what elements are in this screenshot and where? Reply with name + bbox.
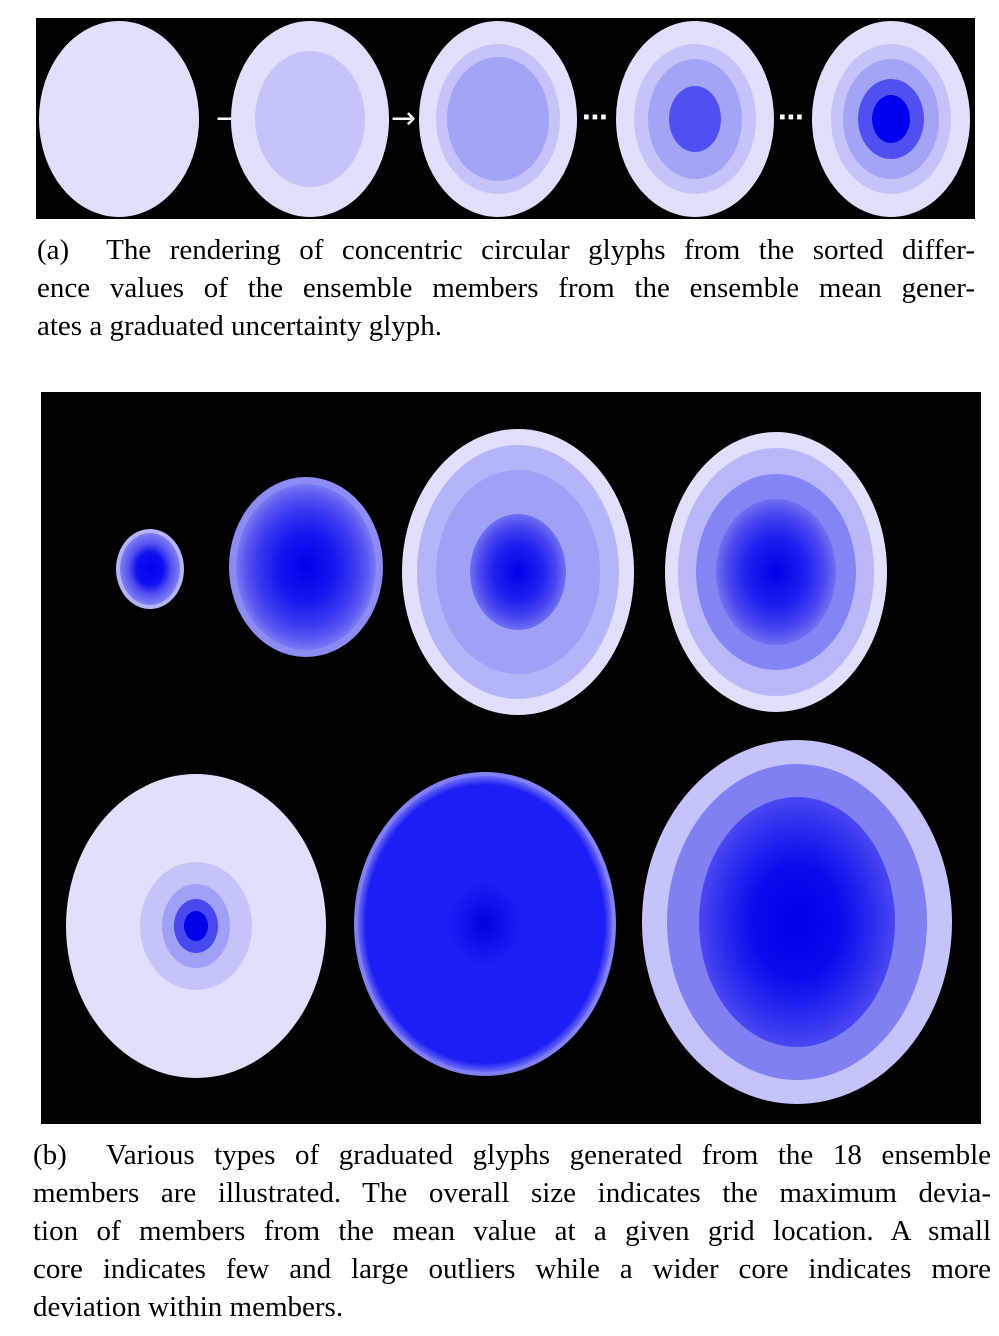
glyph-types-panel: [41, 392, 981, 1124]
glyph-layered: [402, 429, 634, 715]
glyph-types-svg: [66, 429, 952, 1104]
glyph-small: [116, 529, 184, 609]
caption-label: (b): [33, 1139, 67, 1171]
glyph-step-3: [419, 21, 577, 217]
glyph-full-core: [354, 772, 616, 1076]
glyph-layered-wide-core: [665, 432, 887, 712]
caption-line: core indicates few and large outliers wh…: [33, 1253, 991, 1285]
caption-line: members are illustrated. The overall siz…: [33, 1177, 991, 1209]
glyph-step-2: [231, 21, 389, 217]
glyph-small-core-outliers: [66, 774, 326, 1078]
glyph-step-5: [812, 21, 970, 217]
glyph-step-1: [39, 21, 199, 217]
caption-line: ates a graduated uncertainty glyph.: [37, 310, 443, 342]
caption-line: ence values of the ensemble members from…: [37, 272, 975, 304]
caption-line: (b) Various types of graduated glyphs ge…: [33, 1139, 991, 1171]
caption-label: (a): [37, 234, 70, 266]
glyph-progression-svg: → → ⋯ ⋯: [39, 21, 970, 217]
figure-a-caption: (a) The rendering of concentric circular…: [37, 231, 975, 345]
arrow-icon: →: [391, 101, 416, 136]
glyph-progression-panel: → → ⋯ ⋯: [36, 18, 975, 219]
caption-line: tion of members from the mean value at a…: [33, 1215, 991, 1247]
ellipsis-icon: ⋯: [582, 103, 608, 133]
ellipsis-icon: ⋯: [778, 103, 804, 133]
caption-line: (a) The rendering of concentric circular…: [37, 234, 975, 266]
glyph-step-4: [616, 21, 774, 217]
glyph-large-wide-core: [642, 740, 952, 1104]
glyph-medium-dark: [229, 477, 383, 657]
figure-b-caption: (b) Various types of graduated glyphs ge…: [33, 1136, 991, 1326]
caption-line: deviation within members.: [33, 1291, 344, 1323]
